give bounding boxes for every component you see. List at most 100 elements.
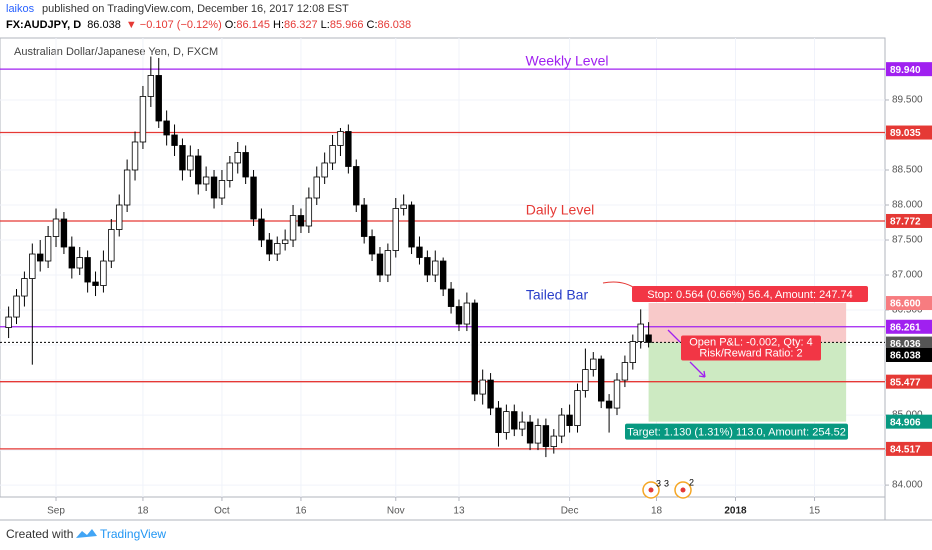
candle-body [274,243,281,255]
author[interactable]: laikos [6,3,35,15]
candle-body [266,239,273,255]
candle-body [163,120,170,136]
last-price-label-box [886,347,932,362]
candle-body [360,204,368,237]
x-tick-label: 15 [809,506,821,517]
last-price: 86.038 [87,19,121,31]
annotation: Weekly Level [525,53,608,69]
candle-body [76,257,83,269]
candle-body [337,131,344,146]
target-label-box [625,423,848,440]
candle-body [526,421,534,444]
candle-body [376,253,384,276]
candle-body [100,260,107,286]
candle-body [123,169,131,206]
level-label: 89.035 [890,128,921,139]
y-tick-label: 87.500 [892,235,923,246]
level-label: 86.261 [890,322,921,333]
candle-body [471,302,478,395]
x-tick-label: Oct [214,506,230,517]
event-count: 3 [664,478,669,488]
candle-body [432,260,439,276]
y-tick-label: 87.000 [892,270,923,281]
candle-body [487,379,494,409]
pnl-box [681,335,821,361]
ohlc-key: C: [367,19,378,31]
candle-body [171,134,178,146]
level-label-box [886,319,932,334]
candle-body [258,218,265,241]
level-label-box [886,374,932,389]
entry-price-label: 86.036 [890,339,921,350]
event-count: 3 [656,478,661,488]
footer-brand[interactable]: TradingView [100,527,166,541]
event-count: 2 [689,477,694,487]
candle-body [574,390,581,426]
candle-body [250,176,257,220]
footer-created: Created with [6,527,73,541]
candle-body [44,236,52,262]
candle-body [60,218,68,248]
candle-body [313,176,320,199]
stop-label: Stop: 0.564 (0.66%) 56.4, Amount: 247.74 [647,289,852,301]
ohlc-key: H: [273,19,284,31]
candle-body [408,204,415,248]
ohlc-value: 86.038 [378,19,412,31]
x-tick-label: 13 [453,506,465,517]
ohlc-value: 86.327 [284,19,318,31]
candle-body [210,176,218,199]
candle-body [424,257,431,276]
candle-body [511,411,518,430]
candle-body [68,246,76,269]
candle-body [139,96,147,143]
arrow [667,329,706,378]
x-tick-label: 18 [137,506,149,517]
rr-label: Risk/Reward Ratio: 2 [699,347,802,359]
candle-body [21,278,28,297]
candle-body [29,253,36,279]
candle-body [305,197,313,227]
candle-body [329,145,336,164]
stop-label-box [632,286,868,303]
candle-body [518,421,526,430]
candle-body [447,288,455,307]
candle-body [503,411,510,433]
candle-body [566,414,573,426]
x-tick-label: 18 [651,506,663,517]
ohlc-value: 86.145 [236,19,270,31]
candle-body [534,425,542,444]
target-label: Target: 1.130 (1.31%) 113.0, Amount: 254… [627,427,846,439]
entry-price-label-box [886,336,932,351]
level-label: 87.772 [890,217,921,228]
ohlc-key: O: [225,19,237,31]
candle-body [542,425,550,447]
candle-body [234,152,241,164]
candle-body [242,152,249,178]
candle-body [645,334,652,343]
candle-body [92,281,99,286]
candle-body [321,162,328,178]
candle-body [5,316,12,328]
target-price-label: 84.906 [890,417,921,428]
level-label: 89.940 [890,65,921,76]
candle-body [590,358,597,370]
candle-body [621,362,629,381]
candle-body [455,306,463,325]
x-tick-label: 2018 [724,506,747,517]
candle-body [37,253,44,262]
candle-body [368,236,376,255]
symbol: FX:AUDJPY, D [6,19,81,31]
candle-body [400,204,407,209]
stop-price-label-box [886,296,932,311]
candle-body [353,166,360,206]
annotation: Daily Level [526,202,594,218]
y-tick-label: 84.000 [892,480,923,491]
pnl-label: Open P&L: -0.002, Qty: 4 [689,336,813,348]
candle-body [155,75,162,122]
candle-body [226,162,234,181]
y-tick-label: 89.500 [892,95,923,106]
y-tick-label: 88.000 [892,200,923,211]
candle-body [289,215,297,241]
candle-body [597,358,605,402]
